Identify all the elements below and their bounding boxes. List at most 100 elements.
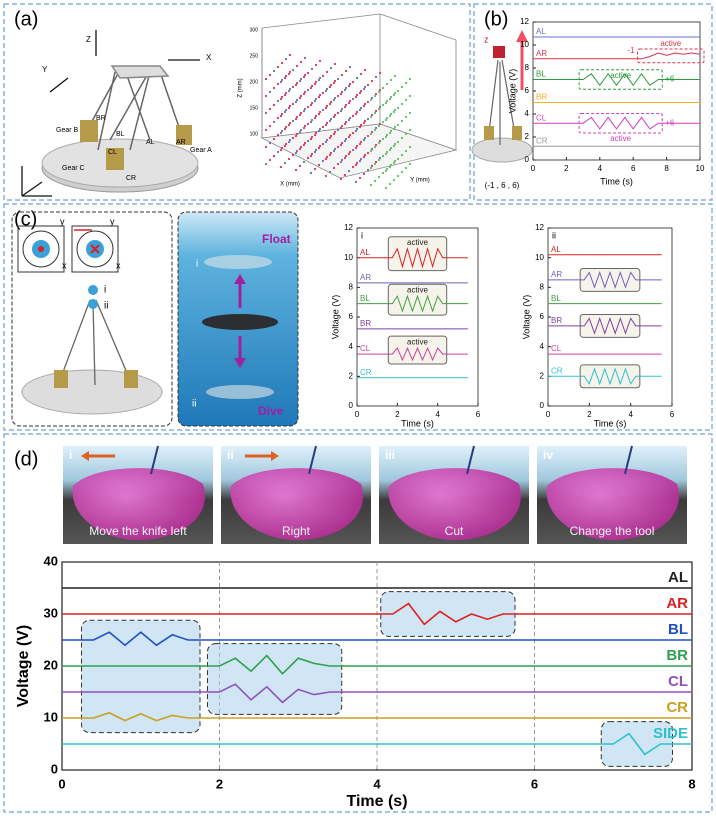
scatter-dot <box>378 139 382 143</box>
part-label: Gear C <box>62 165 85 172</box>
series-label: CL <box>536 113 547 122</box>
scatter-dot <box>384 101 388 105</box>
scatter-dot <box>358 91 362 95</box>
scatter-dot <box>374 126 378 130</box>
part-label: CR <box>126 175 136 182</box>
scatter-dot <box>314 63 318 67</box>
scatter-dot <box>388 131 392 135</box>
scatter-dot <box>321 159 325 163</box>
scatter-dot <box>362 87 366 91</box>
x-tick-label: 2 <box>564 164 569 173</box>
scatter-dot <box>340 107 344 111</box>
scatter-dot <box>288 53 292 57</box>
panel-label: (d) <box>14 448 38 470</box>
active-box <box>387 236 448 272</box>
scatter-dot <box>295 149 299 153</box>
scatter-dot <box>298 130 302 134</box>
scatter-dot <box>303 90 307 94</box>
scatter-dot <box>325 121 329 125</box>
scatter-dot <box>344 120 348 124</box>
scatter-dot <box>388 165 392 169</box>
x-axis-label: Time (s) <box>346 793 407 810</box>
targets <box>17 225 119 273</box>
series-label: AR <box>360 273 371 282</box>
scatter-dot <box>388 148 392 152</box>
scatter-dot <box>291 136 295 140</box>
scatter-dot <box>351 97 355 101</box>
scatter-dot <box>347 101 351 105</box>
scatter-dot <box>343 122 347 126</box>
scatter-dot <box>317 95 321 99</box>
stage-mark: i <box>196 259 198 270</box>
scatter-dot <box>291 153 295 157</box>
active-box <box>387 283 448 316</box>
scatter-dot <box>362 155 366 159</box>
scatter-dot <box>400 102 404 106</box>
series-label: AR <box>666 595 688 612</box>
series-line <box>533 72 700 87</box>
annotation: active <box>407 337 428 346</box>
scatter-dot <box>392 144 396 148</box>
scatter-dot <box>396 106 400 110</box>
scatter-dot <box>339 92 343 96</box>
scatter-dot <box>313 150 317 154</box>
scatter-dot <box>303 141 307 145</box>
scatter-dot <box>324 89 328 93</box>
scatter-dot <box>348 99 352 103</box>
scatter-dot <box>393 91 397 95</box>
scatter-dot <box>392 178 396 182</box>
scatter-dot <box>354 180 358 184</box>
series-line <box>62 683 692 704</box>
series-label: BL <box>360 294 370 303</box>
scatter-dot <box>328 85 332 89</box>
scatter-dot <box>392 127 396 131</box>
scatter-dot <box>378 156 382 160</box>
scatter-dot <box>324 106 328 110</box>
y-tick-label: 4 <box>540 342 545 351</box>
y-tick-label: 0 <box>51 761 58 776</box>
scatter-dot <box>332 115 336 119</box>
scatter-dot <box>294 134 298 138</box>
x-tick-label: 2 <box>587 410 592 419</box>
y-tick-label: 6 <box>540 312 545 321</box>
series-line <box>548 367 662 386</box>
scatter-dot <box>347 152 351 156</box>
scatter-dot <box>363 85 367 89</box>
series-label: BR <box>360 319 371 328</box>
active-box <box>81 619 201 734</box>
scatter-dot <box>374 109 378 113</box>
scatter-dot <box>374 160 378 164</box>
scatter-dot <box>287 123 291 127</box>
robot-illustration <box>21 30 200 197</box>
scatter-dot <box>321 108 325 112</box>
series-label: SIDE <box>653 725 688 742</box>
scatter-dot <box>389 146 393 150</box>
scatter-dot <box>284 74 288 78</box>
panel-frame <box>3 203 713 431</box>
scatter-dot <box>393 159 397 163</box>
x-axis-label: Time (s) <box>401 418 434 428</box>
scatter-dot <box>302 126 306 130</box>
scatter-dot <box>378 88 382 92</box>
scatter-dot <box>325 87 329 91</box>
scatter-dot <box>351 131 355 135</box>
scatter-dot <box>314 148 318 152</box>
scatter-dot <box>343 105 347 109</box>
scatter-dot <box>279 114 283 118</box>
stage-mark: i <box>104 285 106 296</box>
scatter-dot <box>396 174 400 178</box>
scatter-dot <box>317 112 321 116</box>
scatter-dot <box>268 73 272 77</box>
scatter-dot <box>351 80 355 84</box>
scatter-dot <box>313 167 317 171</box>
part-label: CL <box>108 149 117 156</box>
scatter-dot <box>343 173 347 177</box>
axis-title: Y (mm) <box>410 178 430 184</box>
series-line <box>533 52 701 60</box>
scatter-dot <box>328 136 332 140</box>
scatter-dot <box>369 98 373 102</box>
scatter-dot <box>284 142 288 146</box>
y-tick-label: 10 <box>520 40 529 49</box>
scenes: i Move the knife left ii Right iii Cut iv Chang… <box>63 445 687 544</box>
scatter-dot <box>280 129 284 133</box>
